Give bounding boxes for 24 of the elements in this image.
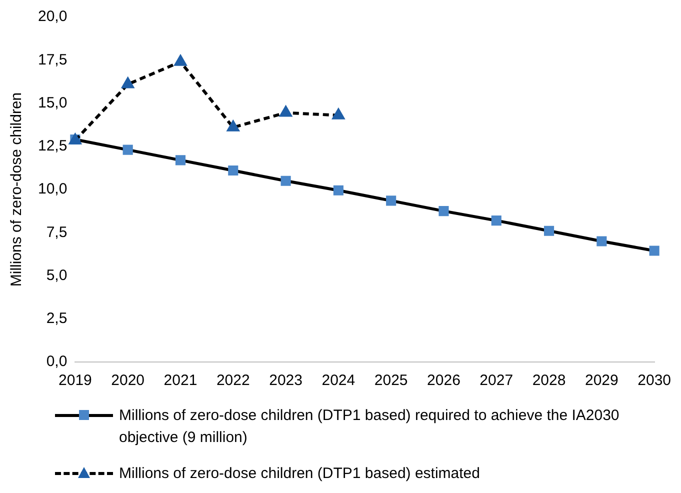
x-tick-label: 2026 (427, 372, 460, 390)
legend-label: Millions of zero-dose children (DTP1 based) estimated (119, 464, 480, 484)
y-tick-label: 20,0 (38, 8, 68, 26)
y-axis-title: Millions of zero-dose children (8, 92, 26, 287)
y-tick-label: 15,0 (38, 94, 68, 112)
y-tick-label: 2,5 (46, 310, 68, 328)
y-tick-label: 17,5 (38, 51, 68, 68)
y-tick-label: 7,5 (46, 224, 68, 241)
y-tick-label: 0,0 (46, 353, 68, 370)
x-tick-label: 2030 (638, 372, 672, 390)
y-tick-label: 12,5 (38, 138, 68, 155)
x-tick-label: 2020 (111, 372, 145, 390)
x-tick-label: 2021 (164, 372, 198, 390)
x-tick-label: 2024 (322, 372, 356, 390)
x-tick-label: 2019 (58, 372, 92, 390)
y-tick-label: 10,0 (38, 180, 68, 198)
legend-label: Millions of zero-dose children (DTP1 based) required to achieve the IA2030 objective (9 million) (119, 406, 620, 448)
x-tick-label: 2022 (216, 372, 250, 390)
x-tick-label: 2028 (532, 372, 566, 390)
x-tick-label: 2027 (480, 372, 514, 390)
x-tick-label: 2023 (269, 372, 302, 390)
y-tick-label: 5,0 (46, 266, 68, 284)
x-tick-label: 2029 (584, 372, 618, 390)
x-tick-label: 2025 (374, 372, 408, 390)
